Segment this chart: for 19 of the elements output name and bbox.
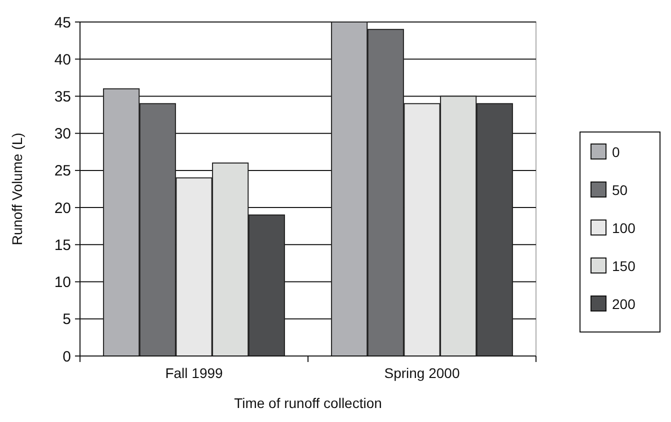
- legend-label: 50: [612, 182, 628, 198]
- legend-label: 200: [612, 296, 636, 312]
- y-axis-title: Runoff Volume (L): [9, 132, 25, 246]
- legend-label: 0: [612, 144, 620, 160]
- y-tick-label: 5: [62, 311, 71, 328]
- y-tick-label: 35: [54, 88, 71, 106]
- y-tick-label: 15: [54, 236, 71, 254]
- y-tick-label: 40: [54, 51, 71, 68]
- x-axis-title: Time of runoff collection: [234, 395, 382, 411]
- y-tick-label: 45: [54, 14, 71, 32]
- x-tick-label: Spring 2000: [384, 365, 460, 381]
- y-tick-label: 25: [54, 162, 71, 180]
- y-tick-label: 0: [62, 348, 71, 366]
- x-tick-label: Fall 1999: [165, 365, 224, 381]
- y-tick-label: 20: [54, 200, 71, 217]
- y-tick-label: 30: [54, 126, 71, 143]
- legend-label: 100: [612, 220, 636, 236]
- y-tick-label: 10: [54, 274, 71, 292]
- legend-label: 150: [612, 258, 636, 274]
